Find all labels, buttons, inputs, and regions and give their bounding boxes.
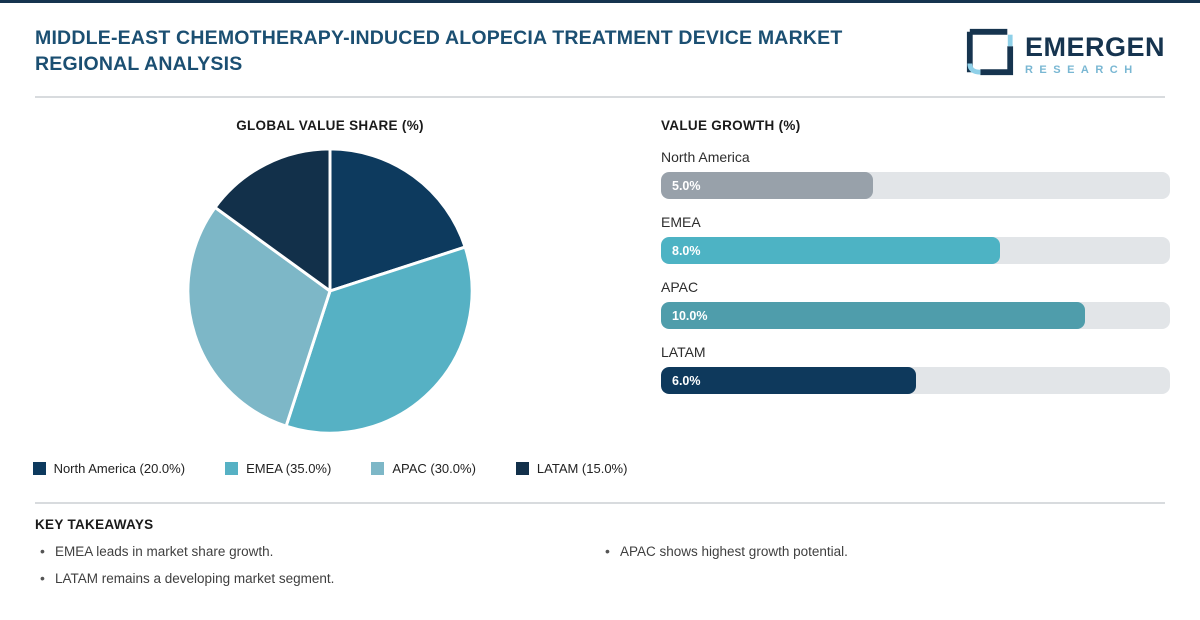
bar-group-apac: APAC 10.0% — [661, 279, 1170, 329]
bar-fill-latam: 6.0% — [661, 367, 916, 394]
pie-slice-north-america — [328, 147, 467, 293]
bar-chart-title: VALUE GROWTH (%) — [661, 118, 801, 133]
bar-category-label: EMEA — [661, 214, 701, 230]
emergen-research-logo: EMERGEN RESEARCH — [965, 25, 1165, 82]
legend-label: APAC (30.0%) — [392, 461, 476, 476]
pie-slice-apac — [186, 206, 332, 428]
bar-track: 6.0% — [661, 367, 1170, 394]
logo-text: EMERGEN RESEARCH — [1024, 31, 1165, 76]
legend-label: North America (20.0%) — [53, 461, 186, 476]
bar-track: 5.0% — [661, 172, 1170, 199]
legend-item-apac: APAC (30.0%) — [371, 461, 476, 476]
takeaway-column-left: EMEA leads in market share growth. LATAM… — [35, 543, 600, 598]
bar-value-label: 6.0% — [672, 373, 701, 388]
bar-fill-emea: 8.0% — [661, 237, 1001, 264]
bar-fill-apac: 10.0% — [661, 302, 1086, 329]
takeaways-divider — [35, 502, 1165, 504]
takeaway-item: LATAM remains a developing market segmen… — [35, 570, 600, 586]
legend-item-emea: EMEA (35.0%) — [225, 461, 331, 476]
charts-area: GLOBAL VALUE SHARE (%) North America (20… — [32, 98, 1170, 502]
pie-slice-latam — [213, 147, 332, 293]
bar-group-emea: EMEA 8.0% — [661, 214, 1170, 264]
bar-value-label: 8.0% — [672, 243, 701, 258]
infographic-page: MIDDLE-EAST CHEMOTHERAPY-INDUCED ALOPECI… — [0, 3, 1200, 598]
pie-slice-emea — [284, 245, 474, 435]
bar-track: 10.0% — [661, 302, 1170, 329]
pie-chart-svg — [186, 147, 474, 435]
takeaway-item: APAC shows highest growth potential. — [600, 543, 1165, 559]
bar-track: 8.0% — [661, 237, 1170, 264]
bar-fill-north-america: 5.0% — [661, 172, 874, 199]
legend-item-latam: LATAM (15.0%) — [515, 461, 628, 476]
logo-subtitle: RESEARCH — [1024, 63, 1139, 76]
logo-square-icon — [965, 27, 1015, 82]
page-title: MIDDLE-EAST CHEMOTHERAPY-INDUCED ALOPECI… — [35, 27, 843, 76]
pie-chart-section: GLOBAL VALUE SHARE (%) North America (20… — [32, 118, 628, 502]
legend-item-north-america: North America (20.0%) — [32, 461, 186, 476]
bar-group-north-america: North America 5.0% — [661, 149, 1170, 199]
bar-chart-section: VALUE GROWTH (%) North America 5.0% EMEA 8.… — [661, 118, 1170, 502]
bar-chart: North America 5.0% EMEA 8.0% APAC 10.0% LATAM 6… — [661, 149, 1170, 394]
takeaway-column-right: APAC shows highest growth potential. — [600, 543, 1165, 598]
pie-chart — [182, 143, 478, 439]
pie-legend: North America (20.0%) EMEA (35.0%) APAC (3… — [32, 461, 628, 476]
pie-chart-title: GLOBAL VALUE SHARE (%) — [236, 118, 424, 133]
key-takeaways-title: KEY TAKEAWAYS — [35, 517, 154, 532]
header: MIDDLE-EAST CHEMOTHERAPY-INDUCED ALOPECI… — [35, 3, 1165, 96]
legend-swatch — [371, 462, 385, 475]
bar-category-label: LATAM — [661, 344, 706, 360]
takeaway-columns: EMEA leads in market share growth. LATAM… — [35, 543, 1165, 598]
legend-label: EMEA (35.0%) — [246, 461, 332, 476]
legend-swatch — [32, 462, 46, 475]
key-takeaways-section: KEY TAKEAWAYS EMEA leads in market share… — [35, 504, 1165, 598]
header-divider — [35, 96, 1165, 98]
legend-swatch — [225, 462, 239, 475]
bar-group-latam: LATAM 6.0% — [661, 344, 1170, 394]
legend-label: LATAM (15.0%) — [536, 461, 628, 476]
bar-value-label: 10.0% — [672, 308, 708, 323]
bar-category-label: APAC — [661, 279, 699, 295]
logo-name: EMERGEN — [1024, 31, 1165, 62]
bar-category-label: North America — [661, 149, 750, 165]
legend-swatch — [515, 462, 529, 475]
bar-value-label: 5.0% — [672, 178, 701, 193]
takeaway-item: EMEA leads in market share growth. — [35, 543, 600, 559]
